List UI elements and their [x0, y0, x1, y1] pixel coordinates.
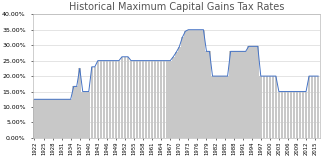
Bar — [302, 92, 304, 138]
Bar — [118, 61, 120, 138]
Bar — [160, 61, 163, 138]
Bar — [148, 61, 150, 138]
Bar — [54, 99, 57, 138]
Bar — [106, 61, 108, 138]
Bar — [251, 46, 253, 138]
Bar — [178, 47, 181, 138]
Bar — [72, 86, 75, 138]
Bar — [39, 99, 42, 138]
Bar — [172, 57, 175, 138]
Bar — [235, 51, 238, 138]
Bar — [51, 99, 54, 138]
Bar — [262, 76, 265, 138]
Bar — [181, 37, 184, 138]
Bar — [311, 76, 313, 138]
Bar — [109, 61, 111, 138]
Bar — [97, 61, 99, 138]
Bar — [223, 76, 226, 138]
Bar — [115, 61, 117, 138]
Bar — [81, 92, 84, 138]
Bar — [121, 57, 123, 138]
Bar — [308, 76, 310, 138]
Bar — [305, 92, 307, 138]
Bar — [60, 99, 63, 138]
Bar — [84, 92, 87, 138]
Bar — [75, 86, 78, 138]
Bar — [69, 99, 72, 138]
Bar — [214, 76, 217, 138]
Bar — [314, 76, 317, 138]
Bar — [99, 61, 102, 138]
Bar — [48, 99, 51, 138]
Bar — [163, 61, 166, 138]
Bar — [232, 51, 235, 138]
Bar — [57, 99, 60, 138]
Bar — [154, 61, 156, 138]
Bar — [293, 92, 295, 138]
Bar — [184, 31, 187, 138]
Bar — [145, 61, 147, 138]
Bar — [238, 51, 241, 138]
Bar — [211, 76, 214, 138]
Bar — [79, 68, 81, 138]
Bar — [136, 61, 138, 138]
Bar — [190, 30, 193, 138]
Bar — [257, 46, 259, 138]
Bar — [247, 46, 250, 138]
Bar — [284, 92, 286, 138]
Bar — [253, 46, 256, 138]
Bar — [275, 76, 277, 138]
Bar — [93, 67, 96, 138]
Bar — [199, 30, 202, 138]
Bar — [103, 61, 105, 138]
Bar — [229, 51, 232, 138]
Bar — [36, 99, 39, 138]
Bar — [187, 30, 190, 138]
Bar — [45, 99, 48, 138]
Bar — [127, 57, 129, 138]
Bar — [217, 76, 220, 138]
Bar — [226, 76, 229, 138]
Bar — [124, 57, 126, 138]
Bar — [269, 76, 271, 138]
Bar — [317, 76, 319, 138]
Bar — [88, 92, 90, 138]
Bar — [175, 52, 177, 138]
Bar — [42, 99, 45, 138]
Bar — [169, 61, 172, 138]
Bar — [66, 99, 69, 138]
Bar — [142, 61, 144, 138]
Bar — [157, 61, 159, 138]
Bar — [196, 30, 199, 138]
Bar — [278, 92, 280, 138]
Bar — [63, 99, 66, 138]
Bar — [290, 92, 292, 138]
Bar — [151, 61, 153, 138]
Bar — [202, 30, 205, 138]
Bar — [266, 76, 268, 138]
Title: Historical Maximum Capital Gains Tax Rates: Historical Maximum Capital Gains Tax Rat… — [69, 2, 284, 12]
Bar — [130, 61, 132, 138]
Bar — [90, 67, 93, 138]
Bar — [242, 51, 244, 138]
Bar — [133, 61, 135, 138]
Bar — [139, 61, 141, 138]
Bar — [33, 99, 36, 138]
Bar — [271, 76, 274, 138]
Bar — [244, 51, 247, 138]
Bar — [112, 61, 114, 138]
Bar — [166, 61, 168, 138]
Bar — [280, 92, 283, 138]
Bar — [296, 92, 298, 138]
Bar — [287, 92, 289, 138]
Bar — [193, 30, 196, 138]
Bar — [220, 76, 223, 138]
Bar — [205, 51, 208, 138]
Bar — [299, 92, 301, 138]
Bar — [260, 76, 262, 138]
Bar — [208, 51, 211, 138]
